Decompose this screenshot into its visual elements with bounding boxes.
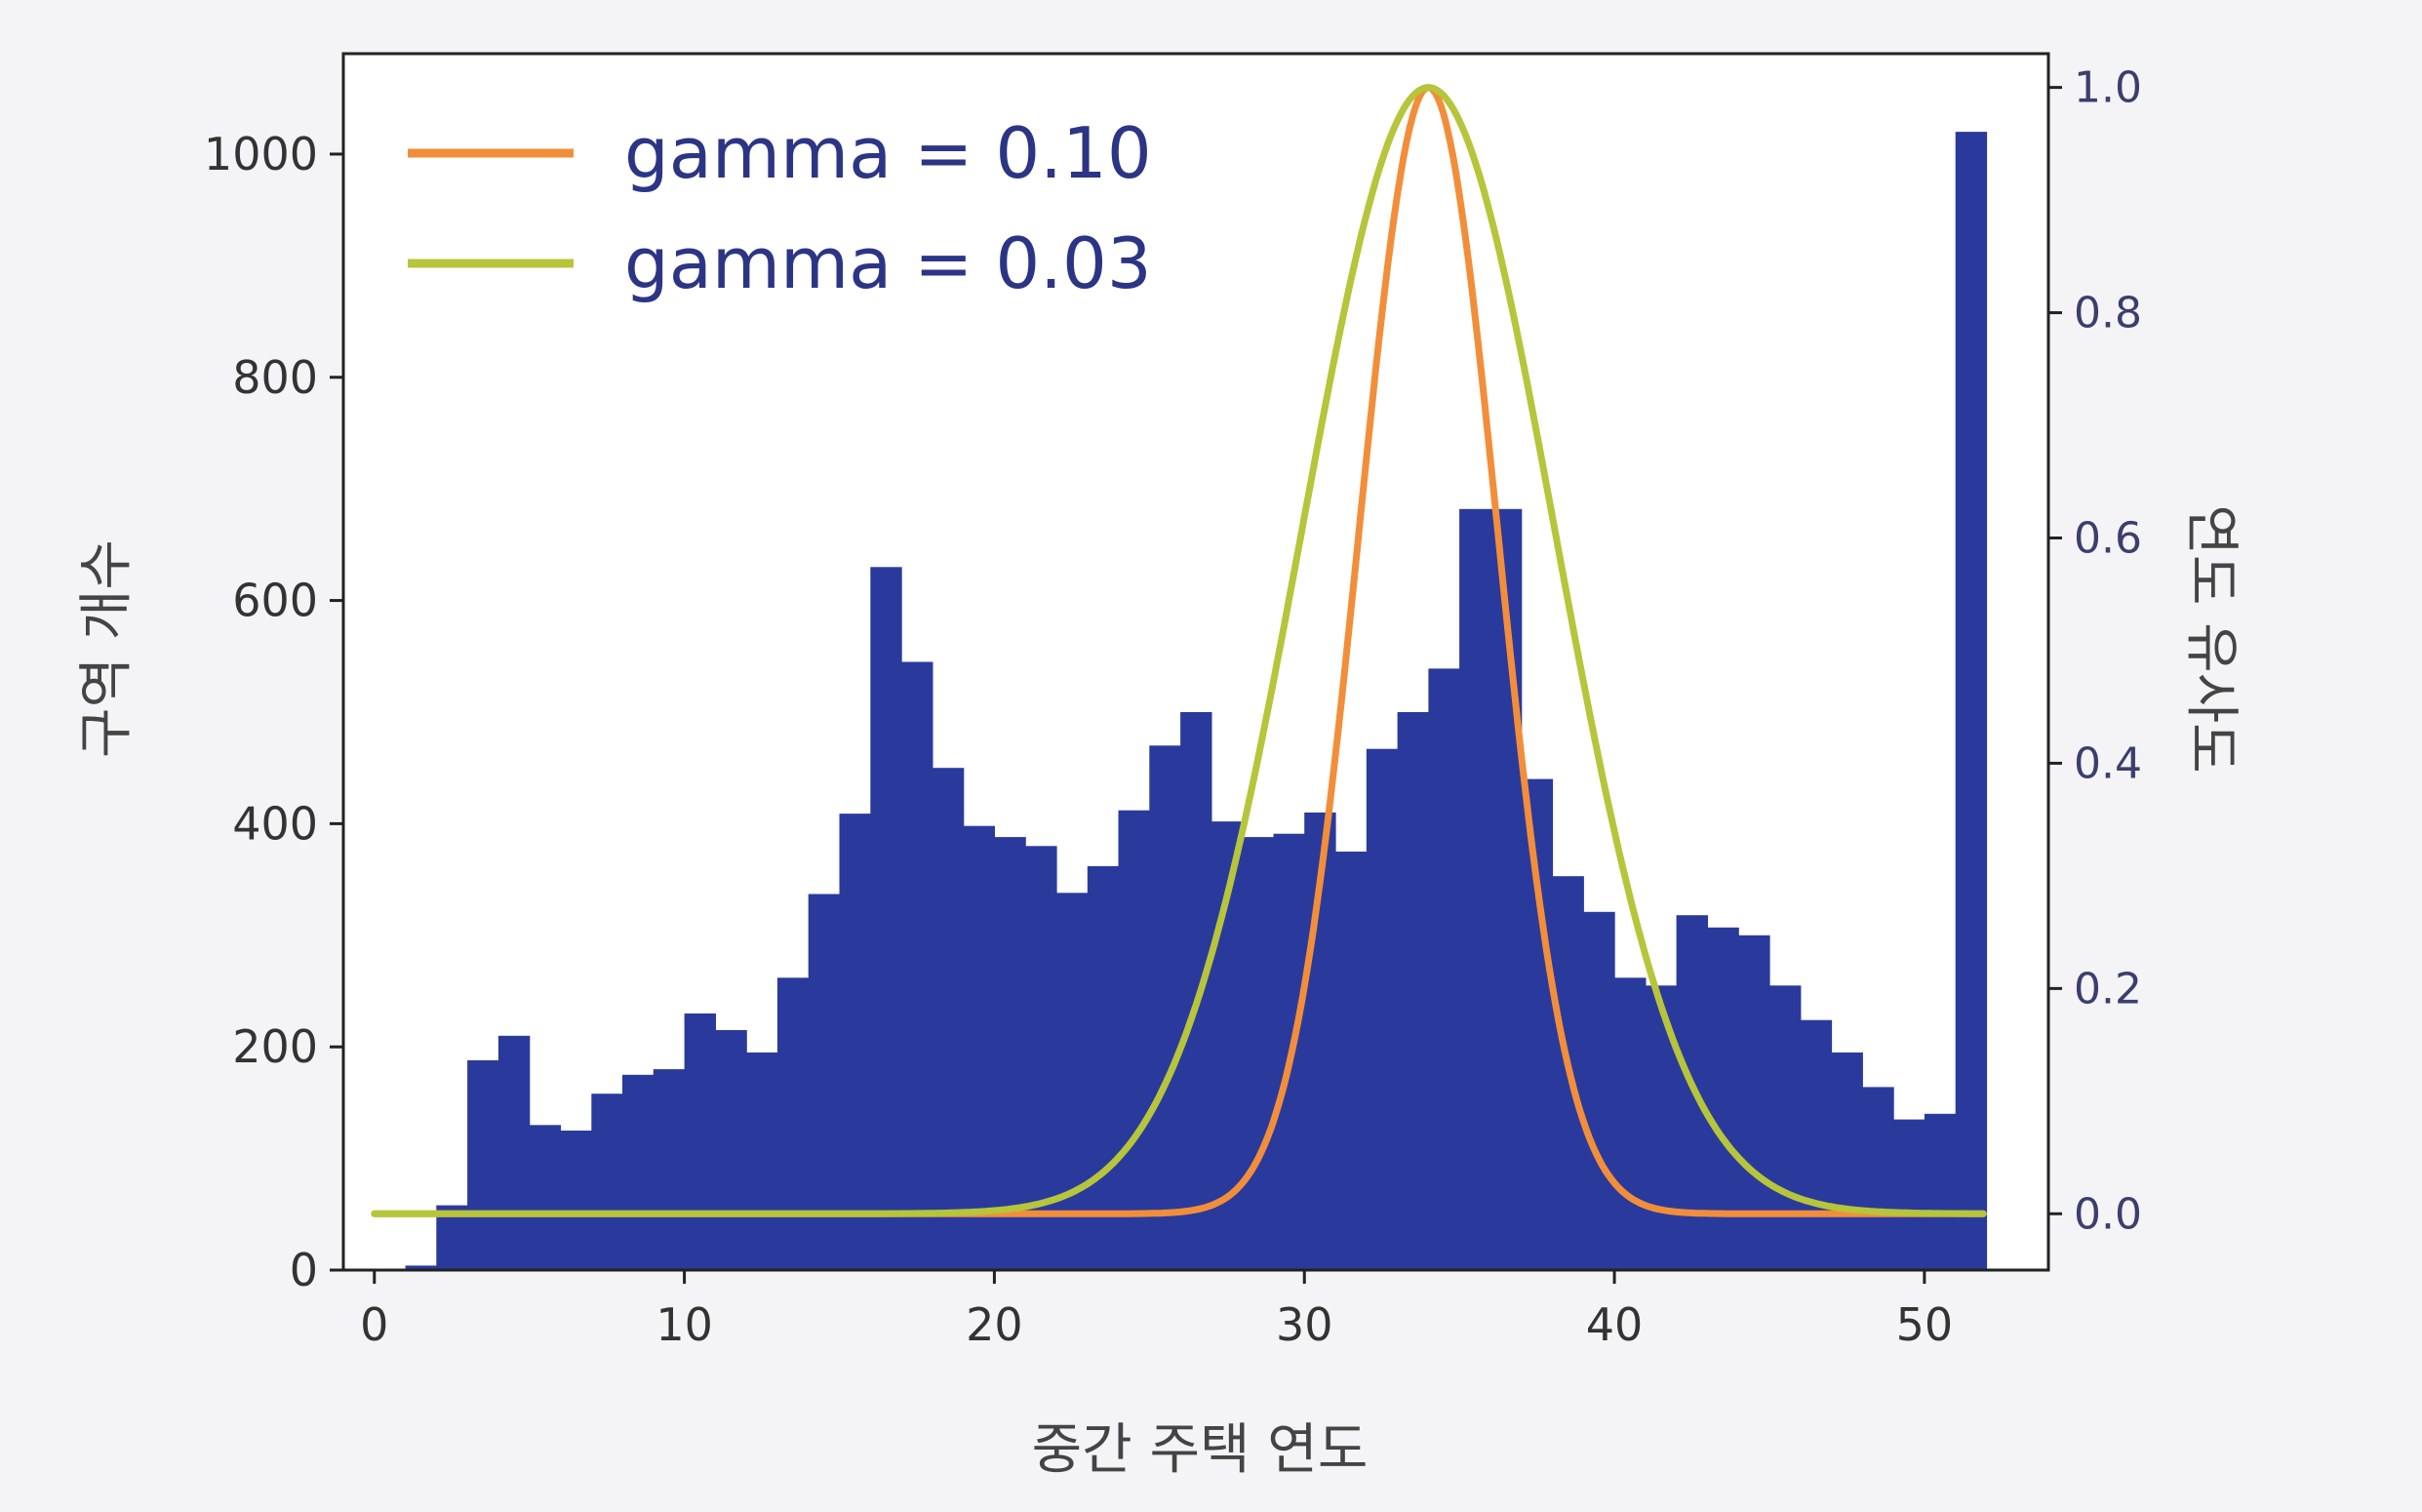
legend-label-gamma-0.10: gamma = 0.10 — [624, 112, 1152, 194]
left-y-axis: 0 200 400 600 800 1000 — [204, 128, 343, 1296]
similarity-curves — [371, 84, 1987, 1217]
histogram-bar — [808, 894, 841, 1270]
histogram-bar — [622, 1074, 655, 1270]
histogram-bar — [467, 1059, 499, 1270]
histogram-bar — [1056, 893, 1089, 1270]
y-tick-label: 1000 — [204, 128, 318, 180]
y-tick-label: 400 — [232, 797, 318, 850]
histogram-bar — [1335, 852, 1368, 1270]
histogram-bar — [1118, 810, 1150, 1270]
histogram-bar — [901, 661, 933, 1270]
histogram-bar — [715, 1030, 747, 1270]
similarity-curve — [371, 84, 1987, 1217]
y-tick-label: 600 — [232, 575, 318, 627]
histogram-bar — [1149, 745, 1181, 1270]
histogram-bar — [746, 1052, 778, 1270]
x-tick-label: 0 — [360, 1298, 388, 1351]
histogram-bar — [1428, 668, 1460, 1270]
y-tick-label: 800 — [232, 351, 318, 404]
x-axis: 0 10 20 30 40 50 — [360, 1270, 1953, 1351]
x-tick-label: 30 — [1276, 1298, 1333, 1351]
histogram-bar — [1862, 1087, 1894, 1270]
histogram-bar — [497, 1035, 531, 1270]
y2-axis-label: 연도 유사도 — [2179, 504, 2243, 773]
x-tick-label: 10 — [655, 1298, 713, 1351]
y2-tick-label: 0.2 — [2074, 964, 2142, 1014]
histogram-bar — [870, 567, 902, 1270]
y2-tick-label: 0.0 — [2074, 1189, 2142, 1239]
histogram-bar — [1180, 712, 1212, 1270]
histogram-bar — [932, 768, 965, 1270]
histogram-bar — [776, 977, 810, 1270]
histogram-bar — [591, 1094, 623, 1270]
histogram-bar — [1583, 911, 1615, 1270]
histogram-bar — [839, 814, 871, 1270]
histogram-bar — [1242, 837, 1275, 1270]
histogram-bar — [1955, 132, 1988, 1271]
histogram-bar — [1087, 865, 1120, 1270]
y-tick-label: 0 — [290, 1244, 318, 1296]
y2-tick-label: 0.6 — [2074, 513, 2142, 563]
histogram-bar — [560, 1131, 592, 1270]
x-axis-label: 중간 주택 연도 — [1032, 1418, 1369, 1482]
histogram-bars — [405, 132, 1988, 1271]
histogram-bar — [1366, 748, 1399, 1270]
histogram-bar — [994, 837, 1026, 1270]
histogram-bar — [1924, 1113, 1957, 1270]
histogram-bar — [1521, 778, 1554, 1270]
plot-frame — [341, 52, 2050, 1272]
legend: gamma = 0.10 gamma = 0.03 — [408, 112, 1152, 304]
histogram-bar — [405, 1265, 437, 1270]
histogram-bar — [1769, 985, 1802, 1270]
histogram-bar — [1831, 1052, 1863, 1270]
histogram-bar — [684, 1013, 716, 1270]
y2-tick-label: 1.0 — [2074, 63, 2142, 113]
histogram-bar — [1800, 1019, 1833, 1270]
histogram-bar — [1459, 508, 1491, 1270]
y-axis-label: 구역 개수 — [75, 539, 139, 758]
histogram-bar — [529, 1125, 562, 1270]
histogram-bar — [1893, 1119, 1926, 1270]
right-y-axis: 0.0 0.2 0.4 0.6 0.8 1.0 — [2048, 63, 2142, 1239]
histogram-bar — [1614, 977, 1647, 1270]
x-tick-label: 50 — [1896, 1298, 1954, 1351]
y2-tick-label: 0.4 — [2074, 738, 2142, 788]
x-tick-label: 20 — [966, 1298, 1023, 1351]
histogram-bar — [1707, 927, 1739, 1270]
histogram-bar — [653, 1069, 686, 1270]
histogram-bar — [1397, 712, 1429, 1270]
y-tick-label: 200 — [232, 1020, 318, 1073]
y2-tick-label: 0.8 — [2074, 289, 2142, 338]
legend-label-gamma-0.03: gamma = 0.03 — [624, 222, 1152, 304]
x-tick-label: 40 — [1586, 1298, 1644, 1351]
histogram-bar — [963, 825, 995, 1270]
histogram-bar — [1738, 935, 1770, 1270]
